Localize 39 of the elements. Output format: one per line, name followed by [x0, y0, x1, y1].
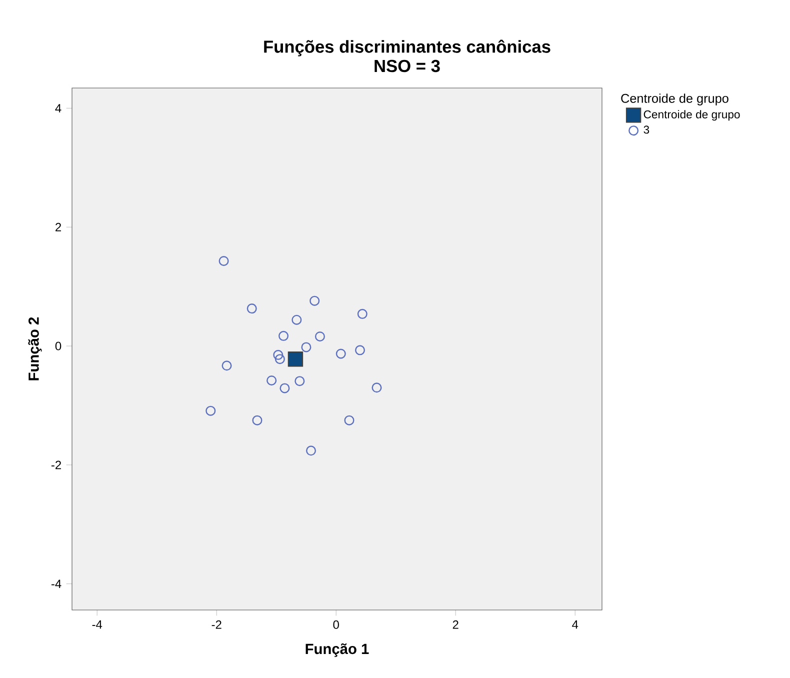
x-axis-title: Função 1	[306, 643, 369, 657]
point	[292, 314, 302, 325]
point	[357, 308, 368, 319]
point	[280, 383, 290, 394]
x-tick-label: -4	[92, 620, 102, 629]
legend-label: Centroide de grupo	[644, 110, 740, 121]
point	[372, 382, 382, 393]
point	[288, 351, 304, 367]
point	[344, 415, 354, 426]
point	[314, 332, 325, 342]
y-tick-label: -4	[51, 580, 62, 588]
point	[301, 342, 312, 352]
legend-label: 3	[644, 126, 650, 134]
y-tick-label: 4	[55, 104, 62, 112]
point	[246, 304, 257, 314]
point	[306, 446, 316, 456]
point	[218, 256, 229, 266]
y-tick-label: 2	[56, 222, 61, 232]
x-tick-label: 0	[333, 620, 339, 629]
y-tick-label: 0	[55, 342, 62, 350]
point	[336, 348, 346, 359]
point	[273, 350, 284, 360]
point	[266, 375, 277, 386]
point	[278, 330, 289, 341]
point	[274, 354, 285, 364]
chart-subtitle: NSO = 3	[374, 60, 440, 72]
point	[222, 360, 232, 371]
point	[294, 376, 305, 386]
point	[206, 406, 216, 416]
chart-title: Funções discriminantes canônicas	[264, 40, 550, 56]
y-axis-title: Função 2	[28, 317, 42, 380]
point	[252, 415, 262, 426]
legend-title: Centroide de grupo	[621, 94, 728, 106]
point	[355, 345, 365, 356]
x-tick-label: -2	[212, 620, 222, 629]
point	[310, 296, 320, 306]
y-tick-label: -2	[51, 460, 61, 470]
x-tick-label: 2	[452, 620, 458, 629]
x-tick-label: 4	[572, 620, 578, 629]
